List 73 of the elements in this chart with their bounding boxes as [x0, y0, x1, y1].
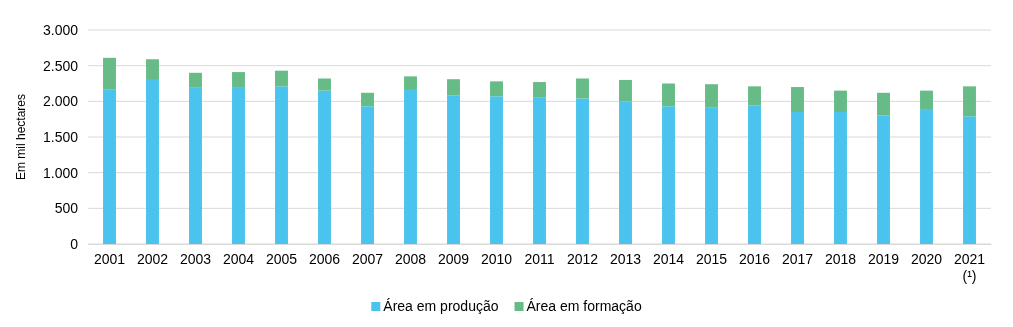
x-tick-label: 2012 [566, 250, 599, 267]
bar [705, 107, 718, 244]
bar [920, 109, 933, 244]
x-tick-label: 2019 [867, 250, 900, 267]
bar [490, 81, 503, 97]
bar [791, 87, 804, 113]
y-tick-label: 2.500 [42, 57, 79, 74]
x-tick-label: 2003 [179, 250, 212, 267]
bar [662, 83, 675, 107]
x-tick-label: 2016 [738, 250, 771, 267]
bar [189, 87, 202, 244]
x-tick-label: 2017 [781, 250, 814, 267]
bar [447, 79, 460, 96]
x-tick-label: 2021 (¹) [953, 250, 986, 284]
bar [619, 101, 632, 244]
legend-label: Área em produção [383, 298, 499, 314]
bar [318, 90, 331, 244]
x-tick-label: 2001 [93, 250, 126, 267]
y-tick-label: 500 [54, 200, 79, 217]
y-tick-label: 1.500 [42, 128, 79, 145]
bar [748, 105, 761, 244]
x-tick-label: 2008 [394, 250, 427, 267]
bar [447, 95, 460, 244]
bar [232, 87, 245, 244]
x-tick-label: 2002 [136, 250, 169, 267]
legend-label: Área em formação [526, 298, 642, 314]
x-tick-label: 2014 [652, 250, 685, 267]
x-tick-label: 2020 [910, 250, 943, 267]
x-tick-label: 2004 [222, 250, 255, 267]
bar [146, 59, 159, 80]
bar [189, 72, 202, 88]
x-tick-label: 2007 [351, 250, 384, 267]
bar [920, 90, 933, 110]
bar [576, 78, 589, 99]
bar [748, 86, 761, 106]
bar [877, 115, 890, 244]
bar [361, 92, 374, 107]
bar [404, 76, 417, 90]
y-axis-title: Em mil hectares [14, 93, 29, 181]
y-tick-label: 2.000 [42, 93, 79, 110]
bar [533, 82, 546, 98]
bar [232, 72, 245, 88]
x-tick-label: 2013 [609, 250, 642, 267]
bar [662, 106, 675, 244]
y-tick-label: 1.000 [42, 164, 79, 181]
bar [490, 96, 503, 244]
bar [275, 70, 288, 87]
x-tick-label: 2015 [695, 250, 728, 267]
bar [705, 84, 718, 108]
bar [533, 97, 546, 244]
bar [404, 89, 417, 244]
bar [103, 89, 116, 244]
bar [834, 112, 847, 244]
x-tick-label: 2018 [824, 250, 857, 267]
bar [963, 86, 976, 117]
bar [103, 57, 116, 90]
bar [576, 98, 589, 244]
x-tick-label: 2006 [308, 250, 341, 267]
x-tick-label: 2009 [437, 250, 470, 267]
bar [834, 90, 847, 113]
y-tick-label: 3.000 [42, 21, 79, 38]
bar [146, 79, 159, 244]
bar [318, 78, 331, 91]
x-tick-label: 2010 [480, 250, 513, 267]
bar [361, 106, 374, 244]
bar [619, 79, 632, 102]
x-tick-label: 2005 [265, 250, 298, 267]
bar [877, 92, 890, 116]
bar [275, 86, 288, 244]
bar [963, 116, 976, 244]
x-tick-label: 2011 [524, 250, 555, 267]
bar [791, 112, 804, 244]
y-tick-label: 0 [70, 235, 79, 252]
